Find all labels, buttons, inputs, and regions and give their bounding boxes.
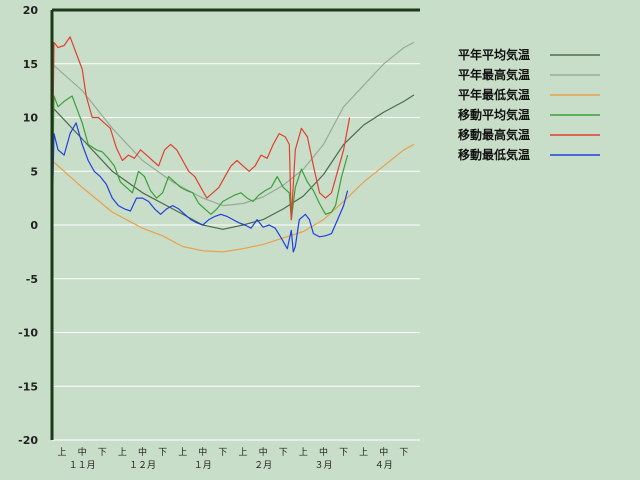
legend-label-4: 移動最高気温 (458, 127, 530, 142)
x-month-label: ４月 (375, 460, 393, 471)
y-tick-label: 20 (23, 4, 39, 17)
x-tick-label: 上 (118, 447, 127, 458)
y-tick-label: 10 (23, 112, 39, 125)
x-tick-label: 下 (158, 448, 167, 458)
grid-lines (52, 9, 420, 441)
x-tick-label: 下 (339, 448, 348, 458)
legend-label-5: 移動最低気温 (458, 147, 530, 162)
y-tick-label: -10 (18, 327, 38, 340)
x-tick-label: 中 (78, 446, 87, 458)
x-tick-label: 中 (319, 446, 328, 458)
y-tick-label: -15 (18, 380, 38, 393)
x-tick-label: 中 (198, 446, 207, 458)
series-line-5 (51, 122, 349, 253)
series-line-4 (51, 36, 351, 221)
x-month-label: １１月 (69, 460, 96, 471)
x-tick-label: 中 (259, 446, 268, 458)
legend-label-1: 平年最高気温 (458, 67, 530, 82)
x-tick-label: 下 (98, 448, 107, 458)
x-axis-ticks: 上中下上中下上中下上中下上中下上中下１１月 １２月 １月 ２月 ３月 ４月 (58, 446, 409, 471)
series-line-0 (51, 94, 415, 230)
x-tick-label: 中 (379, 446, 388, 458)
x-tick-label: 下 (218, 448, 227, 458)
y-tick-label: -20 (18, 434, 38, 447)
x-tick-label: 上 (58, 447, 67, 458)
x-tick-label: 上 (239, 447, 248, 458)
legend-label-3: 移動平均気温 (458, 107, 530, 122)
series-line-1 (51, 41, 415, 207)
x-tick-label: 中 (138, 446, 147, 458)
x-tick-label: 下 (279, 448, 288, 458)
x-month-label: １月 (194, 460, 212, 471)
y-tick-label: -5 (26, 273, 38, 286)
y-axis-ticks: 20 15 10 5 0 -5 -10 -15 -20 (18, 4, 38, 447)
y-tick-label: 5 (30, 165, 38, 178)
axes (50, 8, 420, 440)
series-line-2 (51, 143, 415, 253)
y-tick-label: 15 (23, 58, 38, 71)
x-tick-label: 下 (399, 448, 408, 458)
x-tick-label: 上 (359, 447, 368, 458)
x-month-label: ３月 (314, 460, 332, 471)
series-lines (51, 36, 415, 253)
x-tick-label: 上 (299, 447, 308, 458)
y-tick-label: 0 (30, 219, 38, 232)
x-tick-label: 上 (178, 447, 187, 458)
legend-label-2: 平年最低気温 (458, 87, 530, 102)
legend-label-0: 平年平均気温 (458, 47, 530, 62)
x-month-label: ２月 (254, 460, 272, 471)
series-line-3 (51, 95, 349, 221)
x-month-label: １２月 (129, 460, 156, 471)
